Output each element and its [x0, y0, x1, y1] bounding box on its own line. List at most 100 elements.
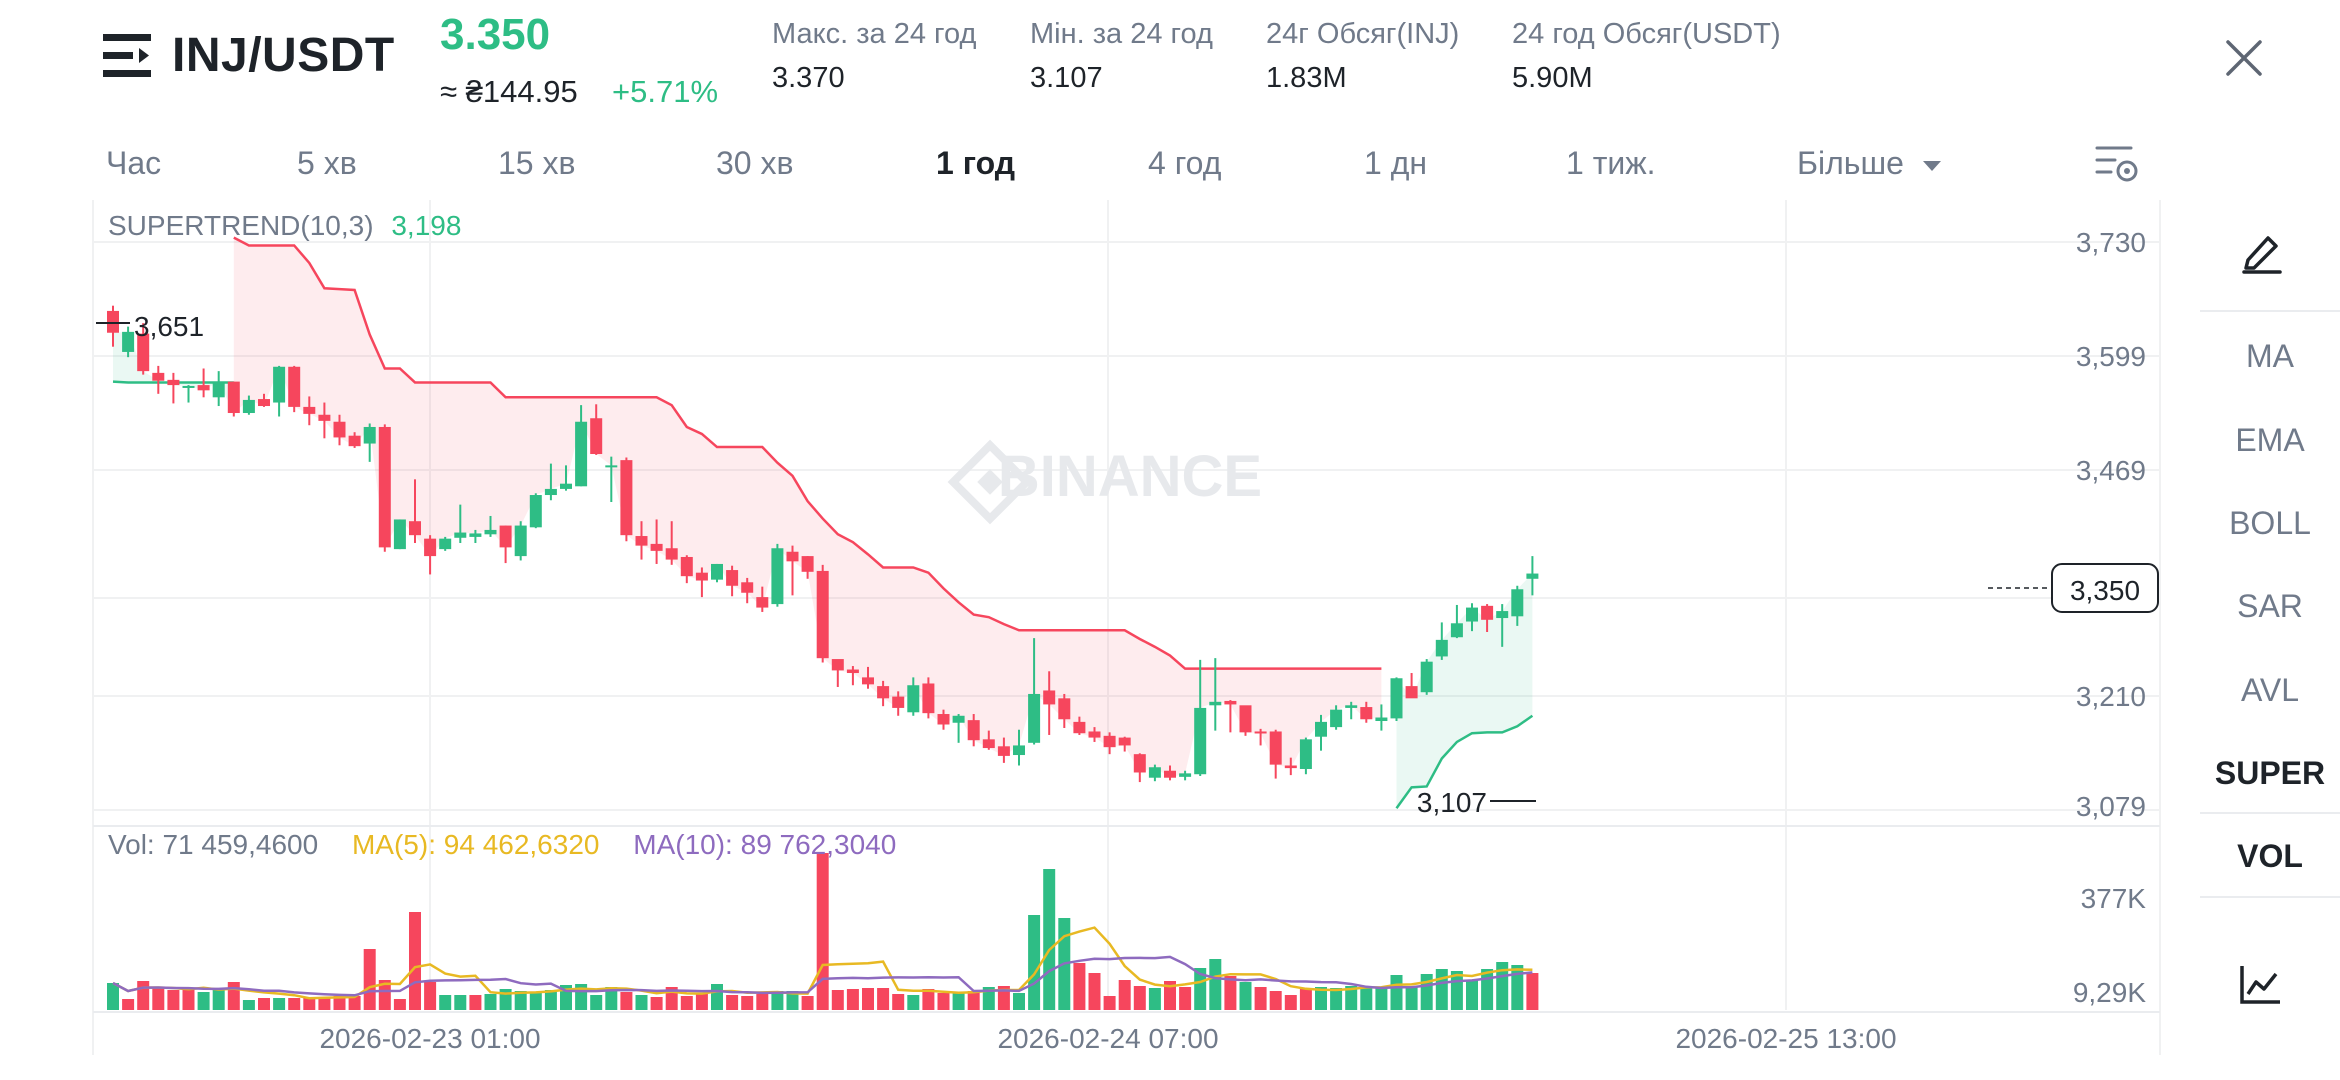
candle-body — [952, 715, 965, 723]
tab-30m[interactable]: 30 хв — [716, 145, 794, 181]
volume-bar — [605, 987, 618, 1010]
candle-body — [816, 570, 829, 659]
candle-body — [529, 495, 542, 528]
tab-1w[interactable]: 1 тиж. — [1566, 145, 1656, 181]
indicator-avl[interactable]: AVL — [2240, 672, 2300, 708]
indicator-ma[interactable]: MA — [2246, 338, 2294, 374]
volume-bar — [1375, 988, 1388, 1010]
candle-body — [1345, 705, 1358, 708]
volume-bar — [801, 996, 814, 1010]
volume-bar — [816, 853, 829, 1010]
candle-body — [1299, 739, 1312, 769]
volume-bar — [1420, 974, 1433, 1010]
candle-body — [907, 685, 920, 713]
candle-body — [484, 529, 497, 535]
tab-more[interactable]: Більше — [1797, 145, 1943, 182]
volume-ma-line — [112, 955, 1533, 997]
candle-body — [273, 366, 286, 403]
current-price-label: 3,350 — [2070, 575, 2140, 606]
candle-body — [1435, 639, 1448, 657]
tab-4h[interactable]: 4 год — [1148, 145, 1222, 181]
volume-bar — [831, 990, 844, 1010]
draw-pencil-icon[interactable] — [2240, 230, 2284, 274]
candle-body — [741, 582, 754, 593]
time-axis-tick: 2026-02-25 13:00 — [1675, 1023, 1896, 1054]
volume-bar — [303, 997, 316, 1010]
candle-body — [726, 570, 739, 586]
indicator-super[interactable]: SUPER — [2214, 755, 2326, 791]
stat-24h-volume-inj-label: 24г Обсяг(INJ) — [1266, 18, 1460, 50]
volume-bar — [1133, 986, 1146, 1010]
volume-bar — [1405, 986, 1418, 1010]
indicator-vol[interactable]: VOL — [2237, 838, 2303, 874]
tab-1d[interactable]: 1 дн — [1364, 145, 1428, 181]
volume-bar — [152, 987, 165, 1010]
candle-body — [182, 385, 195, 388]
candle-body — [1511, 589, 1524, 617]
volume-bar — [393, 999, 406, 1010]
price-chart[interactable]: BINANCE SUPERTREND(10,3) 3,198 3,730 3,5… — [0, 195, 2180, 1080]
candle-body — [1254, 731, 1267, 734]
candle-body — [771, 548, 784, 605]
volume-bar — [786, 991, 799, 1010]
stat-24h-volume-usdt-label: 24 год Обсяг(USDT) — [1512, 18, 1781, 50]
current-price-box — [2051, 563, 2159, 613]
indicator-boll[interactable]: BOLL — [2229, 505, 2311, 541]
candle-body — [333, 421, 346, 438]
price-axis-tick: 3,730 — [2076, 227, 2146, 258]
price-axis-tick: 3,599 — [2076, 341, 2146, 372]
volume-bar — [922, 989, 935, 1010]
last-price: 3.350 — [440, 10, 551, 59]
candle-body — [892, 696, 905, 708]
volume-bar — [771, 991, 784, 1010]
candle-body — [605, 465, 618, 468]
candle-body — [1194, 707, 1207, 775]
tab-5m[interactable]: 5 хв — [297, 145, 357, 181]
supertrend-fill — [1396, 573, 1533, 809]
tab-time[interactable]: Час — [106, 145, 162, 181]
volume-bar — [424, 982, 437, 1010]
volume-bar — [862, 988, 874, 1010]
candle-body — [937, 714, 950, 725]
volume-axis-tick: 377K — [2081, 883, 2147, 914]
volume-bar — [680, 996, 693, 1010]
candle-body — [967, 720, 980, 741]
volume-ma5-label: MA(5): 94 462,6320 — [352, 829, 600, 860]
volume-bar — [1028, 915, 1041, 1010]
indicator-ema[interactable]: EMA — [2235, 422, 2305, 458]
candle-body — [469, 533, 482, 537]
chart-grid — [92, 200, 2161, 1055]
menu-icon[interactable] — [103, 34, 153, 78]
candle-body — [1315, 721, 1327, 737]
candle-body — [454, 532, 467, 538]
volume-bar — [227, 982, 240, 1010]
tab-15m[interactable]: 15 хв — [498, 145, 576, 181]
close-icon[interactable] — [2222, 36, 2266, 80]
volume-bar — [907, 995, 920, 1010]
chart-type-icon[interactable] — [2238, 962, 2282, 1006]
volume-bar — [1269, 991, 1282, 1010]
supertrend-fill — [233, 237, 1382, 778]
tab-1h[interactable]: 1 год — [936, 145, 1016, 181]
indicator-sar[interactable]: SAR — [2237, 588, 2303, 624]
volume-bar — [1164, 981, 1176, 1010]
candle-body — [560, 483, 572, 489]
candle-body — [650, 543, 663, 551]
candle-body — [756, 597, 769, 608]
candle-body — [982, 739, 995, 749]
volume-bar — [726, 995, 739, 1010]
volume-bar — [590, 995, 603, 1010]
pair-title[interactable]: INJ/USDT — [172, 29, 395, 82]
chart-settings-icon[interactable] — [2095, 144, 2139, 184]
supertrend-segment — [233, 236, 1382, 670]
volume-bar — [846, 989, 859, 1010]
volume-bar — [937, 993, 950, 1010]
volume-bar — [1315, 987, 1327, 1010]
candle-body — [846, 669, 859, 674]
volume-bar — [197, 992, 210, 1010]
price-axis-tick: 3,210 — [2076, 681, 2146, 712]
volume-bar — [288, 998, 301, 1010]
volume-bar — [741, 996, 754, 1010]
candle-body — [227, 381, 240, 414]
volume-bar — [122, 999, 135, 1010]
